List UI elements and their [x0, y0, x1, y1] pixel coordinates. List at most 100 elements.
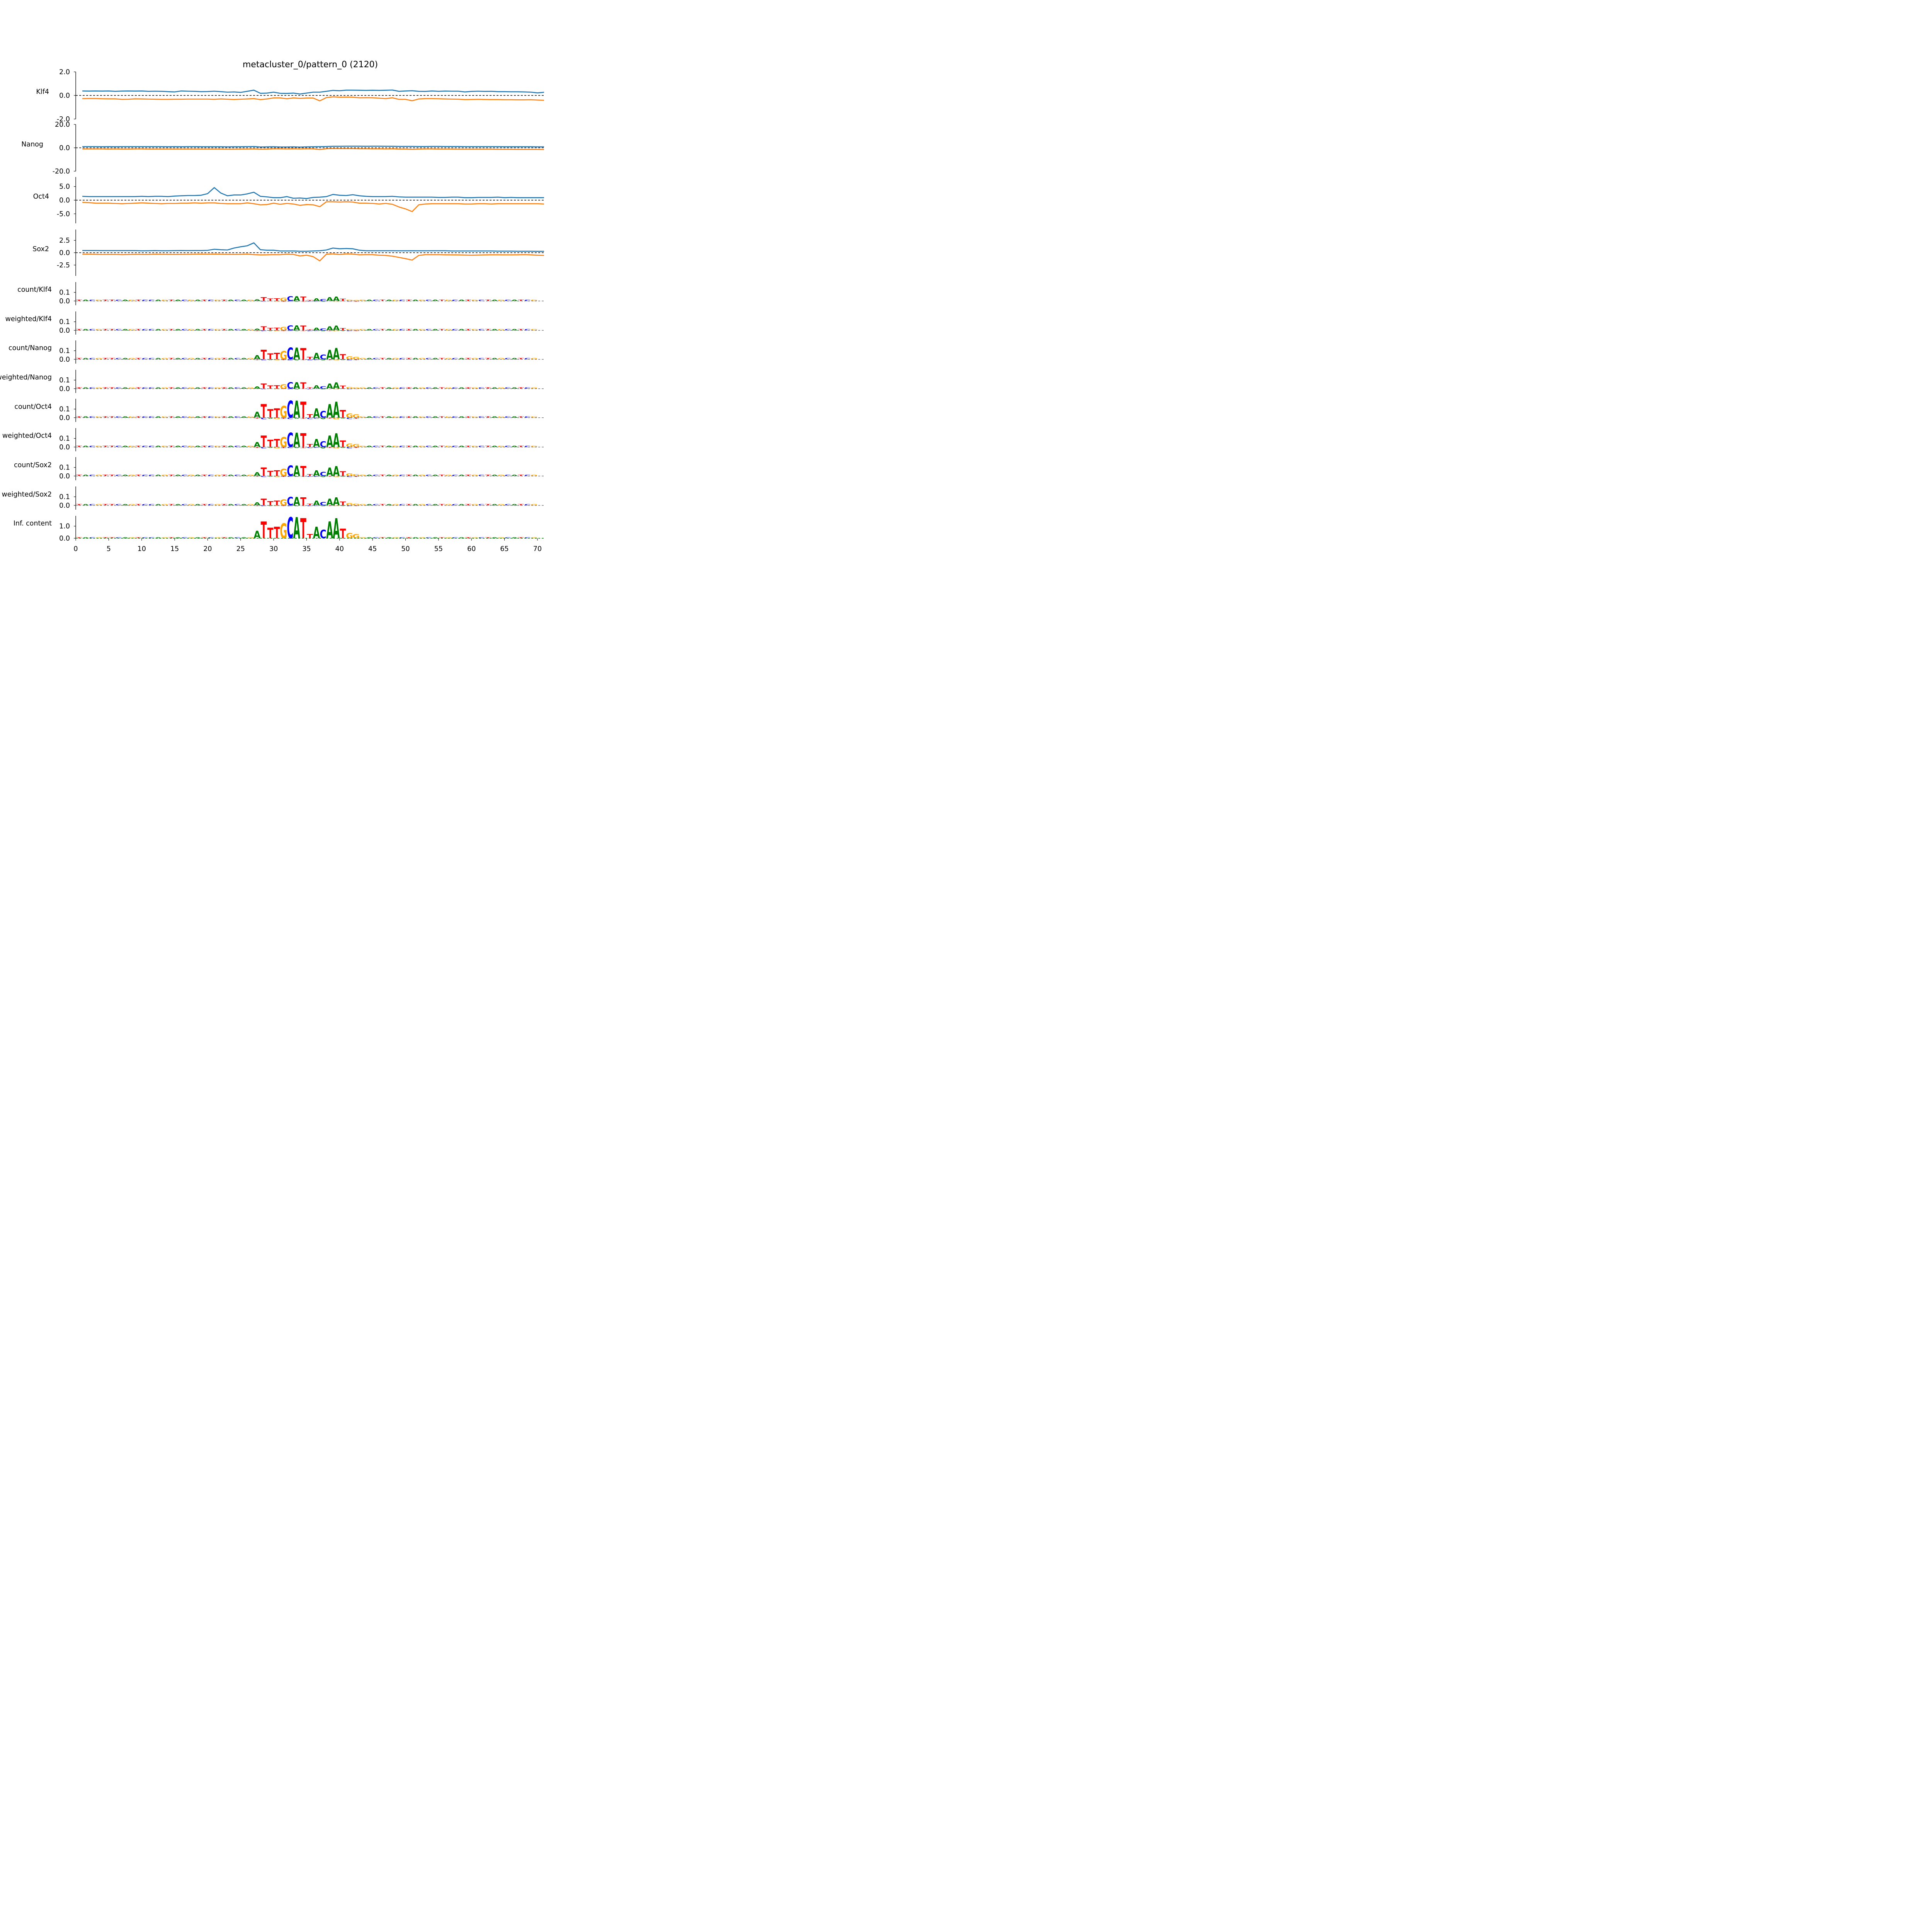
logo-letter-t: T	[76, 299, 83, 301]
logo-letter-a: A	[293, 505, 300, 506]
logo-letter-g: G	[161, 329, 168, 331]
logo-letter-c: C	[181, 387, 188, 389]
logo-letter-a: A	[320, 447, 327, 449]
logo-letter-a: A	[175, 299, 182, 301]
logo-letter-t: T	[439, 358, 446, 360]
logo-letter-c: C	[478, 416, 485, 418]
logo-letter-c: C	[372, 446, 379, 447]
logo-letter-a: A	[386, 387, 393, 389]
logo-letter-t: T	[221, 446, 228, 447]
logo-letter-g: G	[346, 503, 353, 506]
logo-letter-c: C	[208, 299, 214, 301]
logo-letter-t: T	[465, 446, 472, 447]
logo-letter-c: C	[287, 359, 294, 361]
logo-letter-a: A	[122, 416, 129, 418]
logo-letter-c: C	[320, 353, 327, 361]
track-label: Nanog	[21, 141, 43, 148]
logo-letter-c: C	[307, 476, 313, 477]
logo-letter-g: G	[445, 446, 452, 447]
logo-letter-g: G	[498, 387, 505, 389]
logo-letter-a: A	[432, 329, 439, 331]
logo-letter-a: A	[491, 358, 498, 360]
logo-letter-a: A	[366, 537, 373, 539]
logo-letter-g: G	[531, 537, 538, 539]
logo-letter-a: A	[333, 381, 340, 391]
logo-letter-t: T	[274, 327, 281, 332]
logo-letter-t: T	[518, 299, 525, 301]
logo-letter-t: T	[76, 504, 83, 506]
logo-letter-c: C	[181, 299, 188, 301]
logo-letter-g: G	[128, 358, 136, 360]
logo-letter-c: C	[116, 537, 122, 539]
logo-letter-c: C	[89, 504, 95, 506]
logo-letter-c: C	[452, 504, 458, 506]
logo-letter-a: A	[293, 330, 300, 331]
x-tick-label: 10	[138, 545, 146, 553]
logo-letter-a: A	[122, 474, 129, 476]
logo-letter-a: A	[320, 476, 327, 477]
logo-letter-a: A	[412, 387, 419, 389]
logo-letter-g: G	[471, 329, 478, 331]
y-tick-label: 0.1	[59, 493, 70, 501]
y-tick-label: 0.0	[59, 298, 70, 305]
logo-letter-t: T	[221, 358, 228, 360]
logo-letter-g: G	[333, 476, 340, 477]
logo-letter-a: A	[122, 358, 129, 360]
logo-letter-c: C	[505, 387, 511, 389]
logo-letter-g: G	[471, 504, 478, 506]
logo-letter-a: A	[254, 529, 261, 541]
logo-letter-g: G	[280, 467, 287, 479]
logo-letter-t: T	[261, 432, 267, 451]
logo-letter-g: G	[333, 505, 340, 506]
logo-letter-g: G	[359, 537, 366, 539]
logo-letter-a: A	[432, 299, 439, 301]
logo-letter-t: T	[340, 352, 346, 361]
logo-letter-g: G	[498, 358, 505, 360]
logo-letter-t: T	[518, 446, 525, 447]
logo-letter-c: C	[287, 447, 294, 448]
track-label: count/Nanog	[9, 344, 52, 352]
logo-letter-g: G	[531, 416, 538, 418]
logo-letter-g: G	[128, 416, 136, 418]
logo-letter-g: G	[392, 416, 400, 418]
logo-letter-t: T	[465, 416, 472, 418]
logo-letter-a: A	[155, 504, 162, 506]
logo-letter-c: C	[234, 329, 241, 331]
logo-letter-c: C	[307, 447, 313, 449]
logo-letter-t: T	[261, 517, 267, 544]
logo-letter-t: T	[109, 537, 115, 539]
logo-letter-t: T	[76, 358, 83, 360]
logo-letter-c: C	[89, 416, 95, 418]
logo-letter-t: T	[307, 357, 313, 361]
logo-letter-a: A	[432, 474, 439, 476]
logo-letter-c: C	[478, 504, 485, 506]
logo-letter-a: A	[333, 324, 340, 332]
logo-letter-a: A	[293, 324, 300, 332]
logo-letter-a: A	[253, 328, 261, 331]
logo-letter-a: A	[458, 504, 465, 506]
logo-letter-a: A	[241, 504, 248, 506]
logo-letter-g: G	[161, 537, 168, 539]
logo-letter-g: G	[418, 504, 426, 506]
logo-letter-t: T	[518, 387, 525, 389]
logo-letter-a: A	[313, 499, 320, 507]
track-label: weighted/Sox2	[2, 491, 52, 498]
logo-letter-t: T	[300, 464, 306, 480]
logo-letter-t: T	[76, 474, 83, 476]
logo-letter-t: T	[135, 358, 142, 360]
logo-letter-g: G	[498, 416, 505, 418]
logo-letter-g: G	[273, 447, 281, 449]
y-tick-label: 0.1	[59, 377, 70, 384]
logo-letter-t: T	[379, 537, 385, 539]
series-line-negative	[82, 96, 544, 102]
logo-letter-t: T	[327, 417, 332, 419]
y-tick-label: 0.1	[59, 318, 70, 326]
logo-letter-a: A	[326, 296, 333, 303]
x-tick-label: 60	[467, 545, 476, 553]
logo-letter-a: A	[293, 476, 300, 477]
logo-letter-g: G	[531, 299, 538, 301]
logo-letter-g: G	[128, 446, 136, 447]
logo-letter-t: T	[201, 504, 208, 506]
logo-letter-c: C	[307, 505, 313, 506]
